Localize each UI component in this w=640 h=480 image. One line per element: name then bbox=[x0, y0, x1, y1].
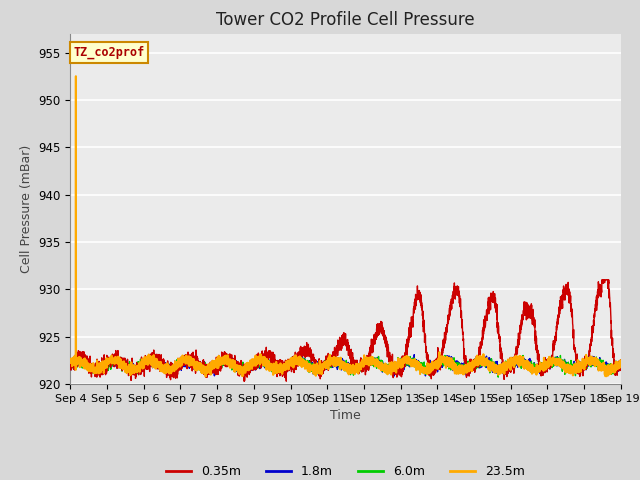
Legend: 0.35m, 1.8m, 6.0m, 23.5m: 0.35m, 1.8m, 6.0m, 23.5m bbox=[161, 460, 530, 480]
Text: TZ_co2prof: TZ_co2prof bbox=[73, 46, 145, 59]
X-axis label: Time: Time bbox=[330, 409, 361, 422]
Y-axis label: Cell Pressure (mBar): Cell Pressure (mBar) bbox=[20, 144, 33, 273]
Title: Tower CO2 Profile Cell Pressure: Tower CO2 Profile Cell Pressure bbox=[216, 11, 475, 29]
